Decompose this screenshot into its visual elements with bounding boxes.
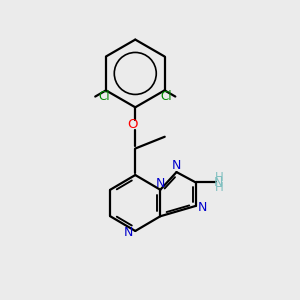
Text: Cl: Cl xyxy=(98,90,110,103)
Text: N: N xyxy=(124,226,134,239)
Text: H: H xyxy=(215,171,224,184)
Text: N: N xyxy=(156,177,165,190)
Text: O: O xyxy=(128,118,138,131)
Text: N: N xyxy=(172,159,181,172)
Text: N: N xyxy=(214,176,223,189)
Text: N: N xyxy=(197,201,207,214)
Text: H: H xyxy=(215,181,224,194)
Text: Cl: Cl xyxy=(161,90,172,103)
